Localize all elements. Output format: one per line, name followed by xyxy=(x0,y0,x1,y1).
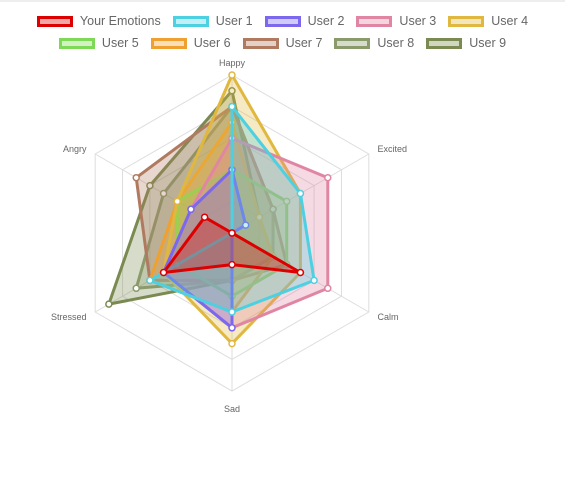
data-point[interactable] xyxy=(146,181,154,190)
legend-swatch xyxy=(150,37,187,49)
chart-legend: Your Emotions User 1 User 2 User 3 User … xyxy=(0,10,565,54)
data-point[interactable] xyxy=(324,173,332,182)
data-point[interactable] xyxy=(269,205,277,214)
axis-label-calm: Calm xyxy=(377,312,398,322)
legend-label: User 8 xyxy=(377,36,415,50)
data-point[interactable] xyxy=(132,284,140,293)
legend-swatch xyxy=(448,15,485,27)
legend-label: User 6 xyxy=(193,36,231,50)
axis-label-stressed: Stressed xyxy=(51,312,87,322)
legend-swatch xyxy=(58,37,95,49)
legend-item-your-emotions[interactable]: Your Emotions xyxy=(36,14,161,28)
axis-label-excited: Excited xyxy=(377,144,407,154)
legend-label: User 7 xyxy=(285,36,323,50)
legend-label: User 9 xyxy=(469,36,507,50)
data-point[interactable] xyxy=(228,324,236,332)
axis-label-happy: Happy xyxy=(219,58,246,68)
data-point[interactable] xyxy=(187,205,195,214)
legend-swatch xyxy=(334,37,371,49)
data-point[interactable] xyxy=(324,284,332,293)
data-point[interactable] xyxy=(132,173,140,182)
data-point[interactable] xyxy=(105,300,113,308)
legend-row-2: User 5 User 6 User 7 User 8 User 9 xyxy=(0,32,565,54)
data-point[interactable] xyxy=(146,276,154,285)
legend-swatch xyxy=(36,15,73,27)
legend-label: User 3 xyxy=(399,14,437,28)
data-point[interactable] xyxy=(296,268,305,277)
legend-swatch xyxy=(426,37,463,49)
legend-item-user-2[interactable]: User 2 xyxy=(264,14,345,28)
legend-item-user-1[interactable]: User 1 xyxy=(172,14,253,28)
legend-label: User 4 xyxy=(491,14,529,28)
top-divider xyxy=(0,0,565,2)
legend-item-user-3[interactable]: User 3 xyxy=(356,14,436,28)
data-point[interactable] xyxy=(228,229,236,237)
data-point[interactable] xyxy=(241,221,250,229)
data-point[interactable] xyxy=(310,276,318,285)
axis-label-sad: Sad xyxy=(224,404,240,414)
axis-label-angry: Angry xyxy=(63,144,87,154)
legend-item-user-8[interactable]: User 8 xyxy=(334,36,414,50)
data-point[interactable] xyxy=(282,197,291,206)
data-point[interactable] xyxy=(228,308,236,316)
legend-item-user-5[interactable]: User 5 xyxy=(58,36,139,50)
data-point[interactable] xyxy=(159,268,168,277)
legend-label: User 1 xyxy=(215,14,253,28)
data-point[interactable] xyxy=(255,213,264,221)
data-point[interactable] xyxy=(228,260,236,269)
legend-item-user-6[interactable]: User 6 xyxy=(150,36,231,50)
radar-series xyxy=(105,71,332,348)
series-area xyxy=(162,215,302,274)
data-point[interactable] xyxy=(228,71,236,79)
legend-row-1: Your Emotions User 1 User 2 User 3 User … xyxy=(0,10,565,32)
legend-swatch xyxy=(242,37,279,49)
legend-label: User 5 xyxy=(101,36,139,50)
legend-item-user-9[interactable]: User 9 xyxy=(426,36,506,50)
legend-item-user-7[interactable]: User 7 xyxy=(242,36,323,50)
legend-swatch xyxy=(356,15,393,27)
legend-label: User 2 xyxy=(307,14,345,28)
legend-label: Your Emotions xyxy=(79,14,161,28)
data-point[interactable] xyxy=(296,189,305,198)
data-point[interactable] xyxy=(159,189,168,198)
legend-swatch xyxy=(264,15,301,27)
data-point[interactable] xyxy=(173,197,182,206)
legend-swatch xyxy=(172,15,209,27)
radar-axis-labels: Happy Excited Calm Sad Stressed Angry xyxy=(51,58,407,414)
data-point[interactable] xyxy=(200,213,209,221)
legend-item-user-4[interactable]: User 4 xyxy=(448,14,528,28)
data-point[interactable] xyxy=(228,102,236,111)
data-point[interactable] xyxy=(228,87,236,95)
data-point[interactable] xyxy=(228,339,236,348)
series-your-emotions xyxy=(159,213,305,277)
